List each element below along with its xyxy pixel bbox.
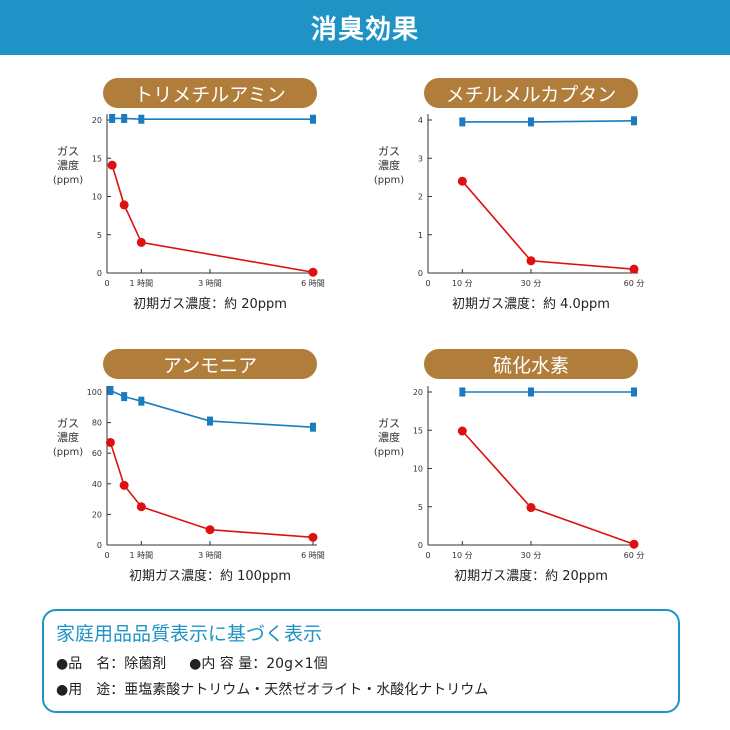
data-point-product	[105, 437, 115, 447]
y-tick-label: 0	[97, 269, 102, 278]
x-tick-label: 60 分	[624, 551, 645, 560]
y-tick-label: 60	[92, 449, 102, 458]
y-axis-label: ガス濃度(ppm)	[53, 145, 83, 186]
info-title: 家庭用品品質表示に基づく表示	[56, 623, 323, 645]
data-point-control	[138, 396, 145, 406]
data-point-product	[457, 176, 467, 186]
data-point-product	[119, 200, 129, 210]
usage-label: ●用 途：	[56, 682, 125, 698]
x-tick-label: 0	[425, 279, 430, 288]
data-point-product	[308, 532, 318, 542]
chart-title-trimethylamine: トリメチルアミン	[103, 78, 317, 108]
y-tick-label: 10	[413, 465, 423, 474]
y-tick-label: 3	[418, 154, 423, 163]
content-amount-value: 20g×1個	[266, 656, 328, 672]
y-tick-label: 1	[418, 231, 423, 240]
y-tick-label: 0	[418, 269, 423, 278]
data-point-product	[526, 256, 536, 266]
x-tick-label: 6 時間	[301, 551, 325, 560]
y-tick-label: 5	[418, 503, 423, 512]
data-point-control	[631, 387, 637, 397]
x-tick-label: 6 時間	[301, 279, 325, 288]
product-name-value: 除菌剤	[124, 656, 167, 672]
x-tick-label: 3 時間	[198, 279, 222, 288]
data-point-product	[457, 426, 467, 436]
x-tick-label: 0	[104, 279, 109, 288]
header-bar: 消臭効果	[0, 0, 730, 55]
data-point-product	[629, 264, 639, 274]
x-tick-label: 0	[104, 551, 109, 560]
y-tick-label: 20	[413, 388, 423, 397]
x-tick-label: 30 分	[521, 551, 542, 560]
y-tick-label: 15	[413, 426, 423, 435]
data-point-control	[207, 416, 213, 426]
series-line-product	[461, 180, 635, 270]
x-tick-label: 3 時間	[198, 551, 222, 560]
y-axis-label: ガス濃度(ppm)	[374, 417, 404, 458]
y-tick-label: 20	[92, 116, 102, 125]
y-tick-label: 0	[97, 541, 102, 550]
series-line-product	[111, 164, 314, 274]
data-point-control	[109, 113, 116, 123]
x-tick-label: 10 分	[452, 279, 473, 288]
y-tick-label: 4	[418, 116, 423, 125]
x-axis-label: 初期ガス濃度：約 20ppm	[454, 568, 608, 584]
data-point-control	[121, 392, 128, 402]
chart-title-hydrogen-sulfide: 硫化水素	[424, 349, 638, 379]
data-point-control	[107, 385, 114, 395]
y-tick-label: 5	[97, 231, 102, 240]
data-point-product	[119, 480, 129, 490]
y-tick-label: 0	[418, 541, 423, 550]
info-row-usage: ●用 途：亜塩素酸ナトリウム・天然ゼオライト・水酸化ナトリウム	[56, 679, 488, 699]
x-axis-label: 初期ガス濃度：約 20ppm	[133, 296, 287, 312]
y-tick-label: 10	[92, 193, 102, 202]
x-tick-label: 1 時間	[130, 551, 154, 560]
y-axis-label: ガス濃度(ppm)	[53, 417, 83, 458]
data-point-control	[121, 113, 128, 123]
chart-title-ammonia: アンモニア	[103, 349, 317, 379]
page-title: 消臭効果	[310, 15, 419, 45]
data-point-control	[459, 117, 466, 127]
usage-value: 亜塩素酸ナトリウム・天然ゼオライト・水酸化ナトリウム	[124, 682, 489, 698]
data-point-product	[136, 237, 146, 247]
content-amount-label: ●内 容 量：	[189, 656, 267, 672]
series-line-control	[462, 119, 635, 123]
x-tick-label: 0	[425, 551, 430, 560]
data-point-product	[629, 539, 639, 549]
x-axis-label: 初期ガス濃度：約 100ppm	[129, 568, 291, 584]
series-line-control	[112, 117, 313, 121]
product-info-box	[42, 609, 680, 713]
x-tick-label: 1 時間	[130, 279, 154, 288]
series-line-product	[461, 430, 635, 545]
info-row-product: ●品 名：除菌剤 ●内 容 量：20g×1個	[56, 653, 328, 673]
data-point-control	[459, 387, 466, 397]
data-point-product	[526, 503, 536, 513]
x-tick-label: 10 分	[452, 551, 473, 560]
y-tick-label: 15	[92, 154, 102, 163]
series-line-product	[109, 442, 314, 539]
data-point-control	[528, 117, 534, 127]
x-axis-label: 初期ガス濃度：約 4.0ppm	[452, 296, 610, 312]
y-axis-label: ガス濃度(ppm)	[374, 145, 404, 186]
data-point-product	[308, 267, 318, 277]
data-point-control	[138, 114, 145, 124]
data-point-product	[205, 525, 215, 535]
product-name-label: ●品 名：	[56, 656, 125, 672]
data-point-product	[136, 502, 146, 512]
data-point-control	[310, 114, 316, 124]
y-tick-label: 40	[92, 480, 102, 489]
x-tick-label: 30 分	[521, 279, 542, 288]
y-tick-label: 80	[92, 419, 102, 428]
chart-title-methyl-mercaptan: メチルメルカプタン	[424, 78, 638, 108]
y-tick-label: 20	[92, 510, 102, 519]
data-point-control	[310, 422, 316, 432]
data-point-product	[107, 160, 117, 170]
data-point-control	[631, 116, 637, 126]
y-tick-label: 100	[87, 388, 102, 397]
x-tick-label: 60 分	[624, 279, 645, 288]
y-tick-label: 2	[418, 193, 423, 202]
data-point-control	[528, 387, 534, 397]
